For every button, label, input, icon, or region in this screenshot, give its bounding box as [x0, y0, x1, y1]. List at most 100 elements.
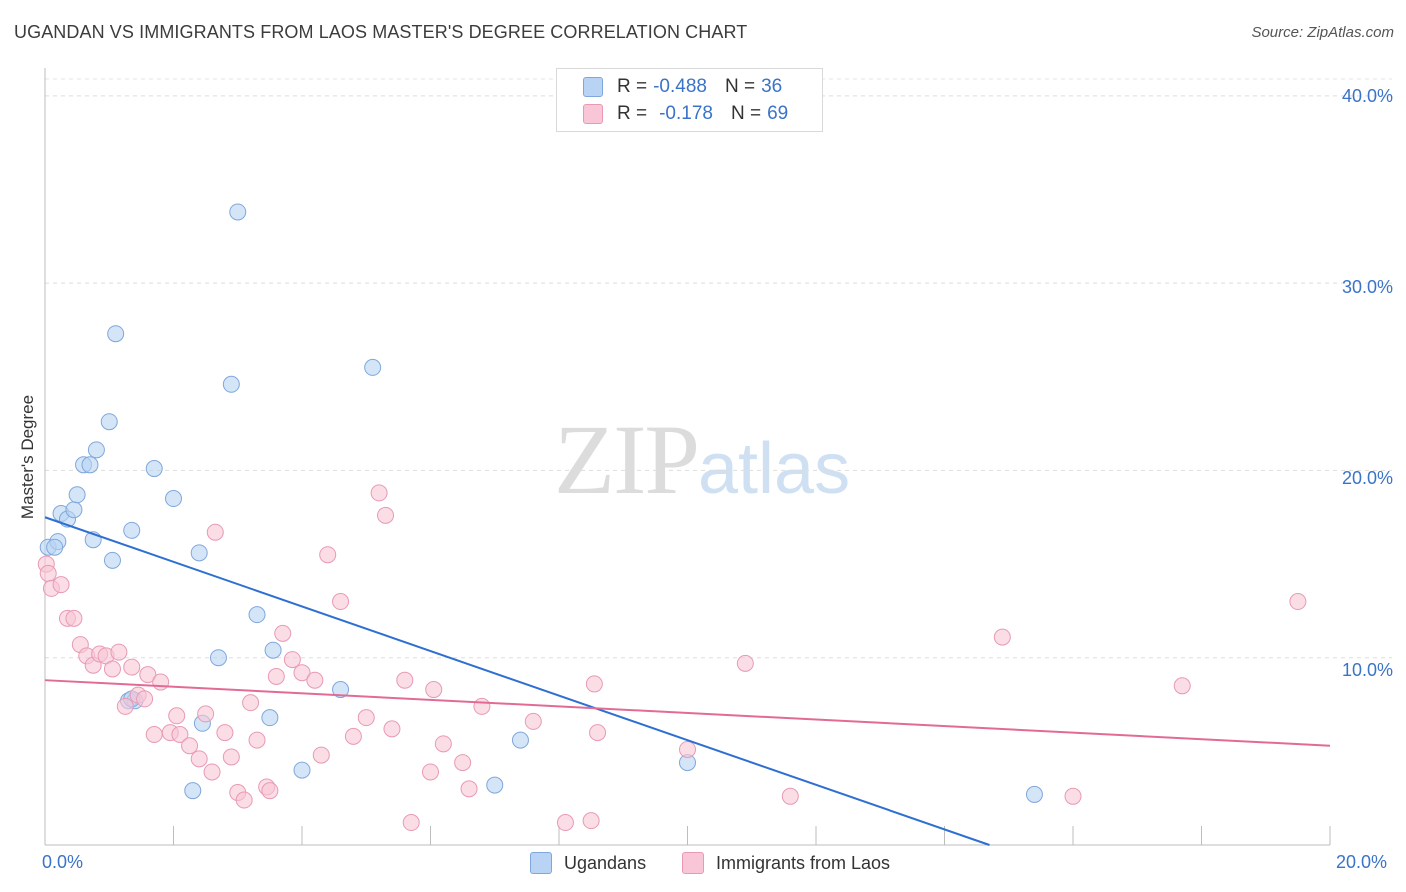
data-point: [165, 490, 182, 508]
data-point: [103, 660, 121, 678]
source-credit: Source: ZipAtlas.com: [1251, 24, 1394, 41]
data-point: [585, 675, 603, 693]
n-value: 69: [767, 103, 789, 124]
data-point: [190, 544, 208, 562]
legend-item-ugandans[interactable]: Ugandans: [530, 852, 646, 874]
axes: [44, 68, 1331, 846]
data-point: [107, 325, 125, 343]
data-point: [1025, 785, 1043, 803]
data-point: [357, 709, 375, 727]
data-point: [402, 814, 420, 832]
data-point: [319, 546, 337, 564]
data-point: [283, 651, 301, 669]
data-point: [168, 707, 186, 725]
trend-line: [44, 679, 1331, 747]
data-point: [425, 681, 443, 699]
y-tick-label: 20.0%: [1341, 468, 1393, 488]
data-point: [293, 761, 311, 779]
legend-row-ugandans: R = -0.488 N = 36: [557, 74, 782, 100]
data-point: [81, 456, 99, 474]
data-point: [454, 754, 472, 772]
data-point: [556, 814, 574, 832]
y-tick-label: 30.0%: [1341, 277, 1393, 297]
data-point: [377, 506, 395, 524]
data-point: [582, 812, 600, 830]
data-point: [364, 358, 382, 376]
data-point: [274, 624, 292, 642]
data-point: [39, 564, 57, 582]
data-point: [65, 501, 83, 519]
data-point: [136, 690, 154, 708]
data-point: [184, 782, 202, 800]
data-point: [511, 731, 529, 749]
data-point: [524, 712, 542, 730]
legend-label: Ugandans: [564, 852, 647, 873]
data-point: [145, 460, 163, 478]
data-point: [248, 606, 266, 624]
data-point: [261, 782, 279, 800]
legend-swatch: [583, 77, 603, 97]
data-points: [37, 203, 1307, 832]
data-point: [344, 727, 362, 745]
x-tick-label: 20.0%: [1336, 852, 1388, 872]
data-point: [216, 724, 234, 742]
data-point: [261, 709, 279, 727]
data-point: [312, 746, 330, 764]
data-point: [306, 671, 324, 689]
x-tick-label: 0.0%: [42, 852, 84, 872]
data-point: [152, 673, 170, 691]
data-point: [434, 735, 452, 753]
data-point: [1173, 677, 1191, 695]
r-label: R =: [617, 76, 648, 97]
data-point: [396, 671, 414, 689]
data-point: [190, 750, 208, 768]
trend-line: [44, 516, 990, 846]
data-point: [209, 649, 227, 667]
r-label: R =: [617, 103, 648, 124]
watermark-zip: ZIP: [554, 404, 700, 515]
n-label: N =: [724, 76, 756, 97]
data-point: [139, 666, 157, 684]
data-point: [460, 780, 478, 798]
legend-swatch: [530, 852, 552, 874]
data-point: [103, 551, 121, 569]
data-point: [235, 791, 253, 809]
chart-title: UGANDAN VS IMMIGRANTS FROM LAOS MASTER'S…: [14, 22, 748, 42]
data-point: [248, 731, 266, 749]
data-point: [181, 737, 199, 755]
data-point: [264, 641, 282, 659]
data-point: [123, 658, 141, 676]
data-point: [100, 413, 118, 431]
data-point: [197, 705, 215, 723]
data-point: [206, 523, 224, 541]
r-value: -0.488: [653, 76, 707, 97]
data-point: [222, 375, 240, 393]
legend-label: Immigrants from Laos: [716, 852, 891, 873]
data-point: [110, 643, 128, 661]
data-point: [422, 763, 439, 781]
data-point: [68, 486, 86, 504]
data-point: [116, 697, 134, 715]
data-point: [293, 664, 311, 682]
r-value: -0.178: [659, 103, 713, 124]
legend-swatch: [583, 104, 603, 124]
data-point: [1064, 787, 1082, 805]
data-point: [383, 720, 401, 738]
watermark: ZIPatlas: [554, 402, 850, 517]
data-point: [145, 726, 163, 744]
legend-swatch: [682, 852, 704, 874]
data-point: [171, 726, 189, 744]
y-axis-label: Master's Degree: [18, 394, 37, 520]
data-point: [222, 748, 240, 766]
legend-item-laos[interactable]: Immigrants from Laos: [682, 852, 890, 874]
data-point: [203, 763, 221, 781]
data-point: [993, 628, 1011, 646]
data-point: [123, 521, 141, 539]
data-point: [87, 441, 105, 459]
data-point: [46, 538, 64, 556]
data-point: [473, 697, 491, 715]
data-point: [332, 593, 350, 611]
data-point: [589, 724, 607, 742]
watermark-atlas: atlas: [698, 429, 851, 509]
